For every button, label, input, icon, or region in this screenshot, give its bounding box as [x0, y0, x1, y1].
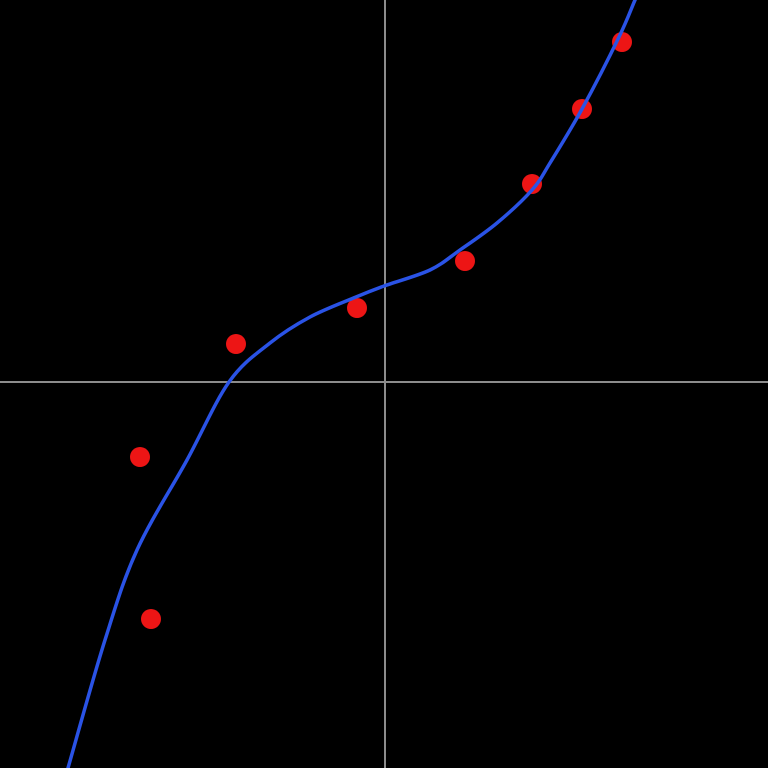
- scatter-point: [612, 32, 632, 52]
- scatter-point: [226, 334, 246, 354]
- scatter-point: [347, 298, 367, 318]
- scatter-series: [130, 32, 632, 629]
- scatter-point: [130, 447, 150, 467]
- scatter-point: [455, 251, 475, 271]
- scatter-point: [522, 174, 542, 194]
- fit-curve: [66, 0, 637, 768]
- scatter-point: [141, 609, 161, 629]
